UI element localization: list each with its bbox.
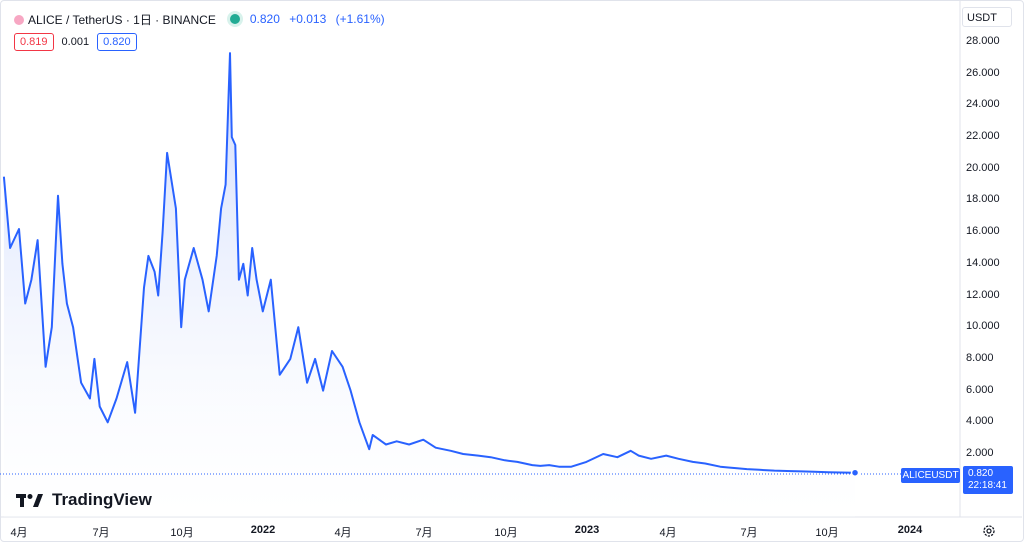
last-price-dot (850, 468, 860, 477)
time-tick-label: 4月 (334, 527, 352, 539)
settings-gear-icon[interactable] (982, 524, 996, 538)
price-series-line (2, 52, 856, 474)
change-value: +0.013 (289, 12, 327, 26)
alice-logo-icon (14, 15, 24, 25)
price-tick-label: 18.000 (966, 193, 1000, 206)
last-price-symbol-label: ALICEUSDT (901, 468, 960, 483)
price-line (2, 52, 856, 474)
time-tick-label: 10月 (170, 527, 194, 539)
last-value: 0.820 (249, 12, 280, 26)
symbol-legend[interactable]: ALICE / TetherUS · 1日 · BINANCE 0.820 +0… (14, 10, 391, 28)
buy-price-button[interactable]: 0.820 (97, 33, 137, 51)
price-tick-label: 26.000 (966, 66, 1000, 79)
price-tick-label: 12.000 (966, 288, 1000, 301)
price-area (3, 53, 855, 517)
price-tick-label: 28.000 (966, 35, 1000, 47)
price-tick-label: 2.000 (966, 447, 994, 459)
time-tick-label: 2022 (250, 524, 276, 536)
time-tick-label: 7月 (415, 527, 433, 539)
market-open-icon (229, 14, 240, 24)
symbol-title[interactable]: ALICE / TetherUS · 1日 · BINANCE (28, 12, 216, 27)
price-area-fill (3, 53, 855, 517)
price-tick-label: 24.000 (966, 98, 1000, 111)
brand-name: TradingView (52, 490, 152, 509)
time-tick-label: 10月 (815, 527, 839, 539)
time-tick-label: 7月 (740, 527, 758, 539)
time-tick-label: 4月 (10, 527, 28, 539)
price-tick-label: 6.000 (966, 383, 994, 396)
price-tick-label: 10.000 (966, 320, 1000, 333)
price-tick-label: 22.000 (966, 130, 1000, 143)
spread-value: 0.001 (61, 36, 90, 48)
last-price-value: 0.820 (968, 468, 994, 479)
price-tick-label: 4.000 (966, 415, 994, 428)
price-tick-label: 14.000 (966, 256, 1000, 269)
currency-button[interactable]: USDT (962, 7, 1012, 27)
time-tick-label: 2024 (897, 524, 923, 536)
change-percent: (+1.61%) (335, 12, 385, 26)
price-summary: 0.820 +0.013 (+1.61%) (250, 12, 391, 26)
time-tick-label: 10月 (494, 527, 518, 539)
last-price-label: 0.820 22:18:41 (963, 466, 1013, 494)
price-tick-label: 8.000 (966, 351, 994, 364)
price-tick-label: 20.000 (966, 161, 1000, 174)
tradingview-logo-icon (16, 494, 43, 507)
bar-countdown: 22:18:41 (968, 480, 1007, 491)
sell-price-button[interactable]: 0.819 (14, 33, 54, 51)
price-tick-label: 16.000 (966, 225, 1000, 238)
quote-row: 0.819 0.001 0.820 (14, 33, 137, 51)
tradingview-logo[interactable]: TradingView (16, 490, 152, 510)
time-tick-label: 4月 (659, 527, 677, 539)
time-tick-label: 2023 (574, 524, 600, 536)
time-tick-label: 7月 (92, 527, 110, 539)
